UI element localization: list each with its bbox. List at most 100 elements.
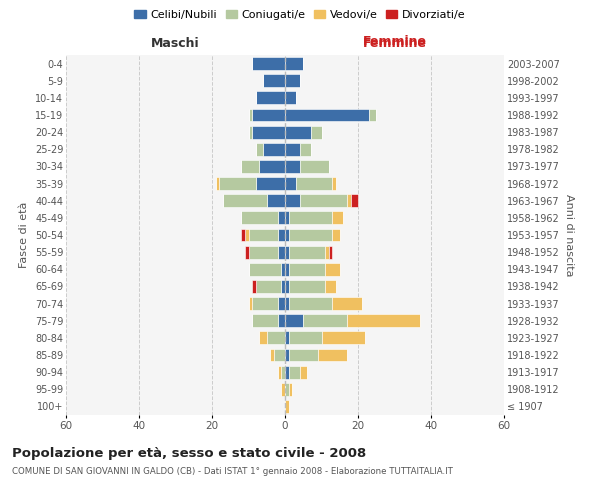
Bar	[289, 263, 325, 276]
Bar	[271, 348, 274, 362]
Y-axis label: Fasce di età: Fasce di età	[19, 202, 29, 268]
Bar	[252, 126, 285, 138]
Text: Maschi: Maschi	[151, 37, 200, 50]
Bar	[285, 280, 289, 293]
Bar	[285, 246, 289, 258]
Bar	[252, 108, 285, 122]
Bar	[256, 177, 285, 190]
Bar	[285, 263, 289, 276]
Bar	[248, 108, 252, 122]
Bar	[350, 194, 358, 207]
Bar	[267, 332, 285, 344]
Bar	[289, 228, 332, 241]
Bar	[285, 194, 299, 207]
Bar	[281, 263, 285, 276]
Bar	[285, 108, 369, 122]
Bar	[289, 332, 322, 344]
Bar	[285, 160, 299, 173]
Bar	[369, 108, 376, 122]
Bar	[285, 228, 289, 241]
Text: Femmine: Femmine	[362, 35, 427, 48]
Bar	[241, 160, 259, 173]
Bar	[278, 212, 285, 224]
Bar	[285, 143, 299, 156]
Bar	[285, 400, 289, 413]
Bar	[289, 383, 292, 396]
Bar	[285, 348, 289, 362]
Bar	[289, 280, 325, 293]
Bar	[263, 74, 285, 87]
Bar	[299, 366, 307, 378]
Bar	[241, 212, 278, 224]
Bar	[347, 194, 350, 207]
Legend: Celibi/Nubili, Coniugati/e, Vedovi/e, Divorziati/e: Celibi/Nubili, Coniugati/e, Vedovi/e, Di…	[130, 6, 470, 25]
Bar	[285, 126, 311, 138]
Text: Femmine: Femmine	[362, 37, 427, 50]
Bar	[332, 212, 343, 224]
Bar	[325, 263, 340, 276]
Bar	[274, 348, 285, 362]
Bar	[267, 194, 285, 207]
Bar	[299, 143, 311, 156]
Bar	[256, 143, 263, 156]
Bar	[318, 348, 347, 362]
Text: COMUNE DI SAN GIOVANNI IN GALDO (CB) - Dati ISTAT 1° gennaio 2008 - Elaborazione: COMUNE DI SAN GIOVANNI IN GALDO (CB) - D…	[12, 468, 453, 476]
Bar	[281, 366, 285, 378]
Bar	[325, 280, 336, 293]
Bar	[248, 297, 252, 310]
Bar	[252, 280, 256, 293]
Bar	[248, 263, 281, 276]
Bar	[252, 314, 278, 327]
Bar	[285, 57, 303, 70]
Bar	[278, 228, 285, 241]
Bar	[278, 297, 285, 310]
Bar	[329, 246, 332, 258]
Y-axis label: Anni di nascita: Anni di nascita	[563, 194, 574, 276]
Bar	[332, 228, 340, 241]
Bar	[259, 332, 267, 344]
Bar	[289, 212, 332, 224]
Bar	[285, 92, 296, 104]
Bar	[285, 314, 303, 327]
Bar	[248, 246, 278, 258]
Bar	[285, 383, 289, 396]
Bar	[289, 348, 318, 362]
Bar	[332, 177, 336, 190]
Bar	[296, 177, 332, 190]
Bar	[281, 383, 285, 396]
Bar	[245, 246, 248, 258]
Bar	[285, 366, 289, 378]
Bar	[322, 332, 365, 344]
Bar	[303, 314, 347, 327]
Text: Popolazione per età, sesso e stato civile - 2008: Popolazione per età, sesso e stato civil…	[12, 448, 366, 460]
Bar	[325, 246, 329, 258]
Bar	[299, 194, 347, 207]
Bar	[299, 160, 329, 173]
Bar	[259, 160, 285, 173]
Bar	[285, 212, 289, 224]
Bar	[285, 74, 299, 87]
Bar	[252, 57, 285, 70]
Bar	[248, 228, 278, 241]
Bar	[215, 177, 220, 190]
Bar	[278, 246, 285, 258]
Bar	[278, 314, 285, 327]
Bar	[220, 177, 256, 190]
Bar	[311, 126, 322, 138]
Bar	[347, 314, 420, 327]
Bar	[281, 280, 285, 293]
Bar	[289, 297, 332, 310]
Bar	[223, 194, 267, 207]
Bar	[256, 280, 281, 293]
Bar	[245, 228, 248, 241]
Bar	[289, 366, 299, 378]
Bar	[289, 246, 325, 258]
Bar	[332, 297, 362, 310]
Bar	[263, 143, 285, 156]
Bar	[256, 92, 285, 104]
Bar	[241, 228, 245, 241]
Bar	[285, 332, 289, 344]
Bar	[285, 177, 296, 190]
Bar	[285, 297, 289, 310]
Bar	[248, 126, 252, 138]
